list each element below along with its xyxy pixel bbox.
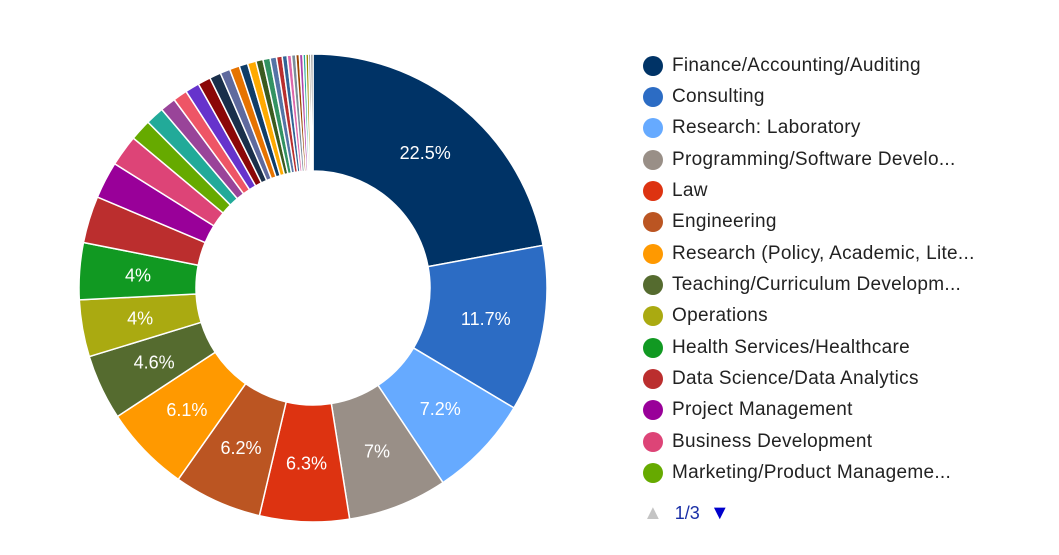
legend-item[interactable]: Research (Policy, Academic, Lite...: [643, 238, 1043, 269]
legend-swatch: [643, 55, 663, 76]
legend-prev-page-button[interactable]: ▲: [643, 502, 663, 524]
slice-data-label: 7%: [364, 441, 390, 461]
slice-data-label: 6.2%: [221, 438, 262, 458]
slice-data-label: 7.2%: [420, 399, 461, 419]
legend-item[interactable]: Data Science/Data Analytics: [643, 363, 1043, 394]
chart-legend: Finance/Accounting/Auditing Consulting Res…: [643, 50, 1043, 489]
legend-swatch: [643, 337, 663, 358]
legend-label: Research (Policy, Academic, Lite...: [672, 242, 975, 264]
slice-data-label: 4%: [127, 308, 153, 328]
legend-swatch: [643, 306, 663, 327]
legend-swatch: [643, 149, 663, 170]
pie-slice-1[interactable]: [312, 53, 544, 268]
pie-slice-37[interactable]: [310, 53, 314, 172]
legend-page-indicator: 1/3: [674, 502, 700, 523]
slice-data-label: 11.7%: [461, 309, 511, 329]
legend-label: Programming/Software Develo...: [672, 148, 956, 170]
legend-item[interactable]: Finance/Accounting/Auditing: [643, 50, 1043, 81]
legend-label: Operations: [672, 305, 768, 327]
legend-swatch: [643, 181, 663, 202]
legend-pager: ▲ 1/3 ▼: [643, 499, 730, 527]
legend-item[interactable]: Research: Laboratory: [643, 113, 1043, 144]
legend-item[interactable]: Health Services/Healthcare: [643, 332, 1043, 363]
legend-swatch: [643, 243, 663, 264]
legend-item[interactable]: Project Management: [643, 395, 1043, 426]
legend-swatch: [643, 369, 663, 390]
legend-label: Law: [672, 180, 708, 202]
legend-swatch: [643, 275, 663, 296]
legend-item[interactable]: Teaching/Curriculum Developm...: [643, 269, 1043, 300]
legend-swatch: [643, 400, 663, 421]
legend-label: Marketing/Product Manageme...: [672, 462, 952, 484]
legend-label: Research: Laboratory: [672, 117, 861, 139]
legend-item[interactable]: Marketing/Product Manageme...: [643, 457, 1043, 488]
slice-data-label: 6.3%: [286, 453, 327, 473]
legend-label: Consulting: [672, 86, 765, 108]
legend-next-page-button[interactable]: ▼: [709, 502, 730, 524]
slice-data-label: 4.6%: [134, 353, 175, 373]
slice-data-label: 4%: [125, 265, 151, 285]
legend-label: Data Science/Data Analytics: [672, 368, 919, 390]
legend-label: Business Development: [672, 430, 873, 452]
legend-swatch: [643, 118, 663, 139]
legend-item[interactable]: Programming/Software Develo...: [643, 144, 1043, 175]
legend-label: Engineering: [672, 211, 777, 233]
slice-data-label: 6.1%: [166, 400, 207, 420]
legend-item[interactable]: Law: [643, 175, 1043, 206]
legend-swatch: [643, 463, 663, 484]
legend-label: Finance/Accounting/Auditing: [672, 54, 921, 76]
slice-data-label: 22.5%: [400, 143, 451, 163]
legend-item[interactable]: Business Development: [643, 426, 1043, 457]
legend-item[interactable]: Operations: [643, 301, 1043, 332]
legend-item[interactable]: Engineering: [643, 207, 1043, 238]
legend-item[interactable]: Consulting: [643, 81, 1043, 112]
legend-label: Teaching/Curriculum Developm...: [672, 274, 962, 296]
donut-chart: 22.5% 11.7% 7.2% 7% 6.3% 6.2% 6.1% 4.6% 4% 4%: [78, 53, 548, 523]
legend-swatch: [643, 87, 663, 108]
legend-label: Project Management: [672, 399, 853, 421]
legend-swatch: [643, 212, 663, 233]
legend-swatch: [643, 431, 663, 452]
legend-label: Health Services/Healthcare: [672, 336, 911, 358]
